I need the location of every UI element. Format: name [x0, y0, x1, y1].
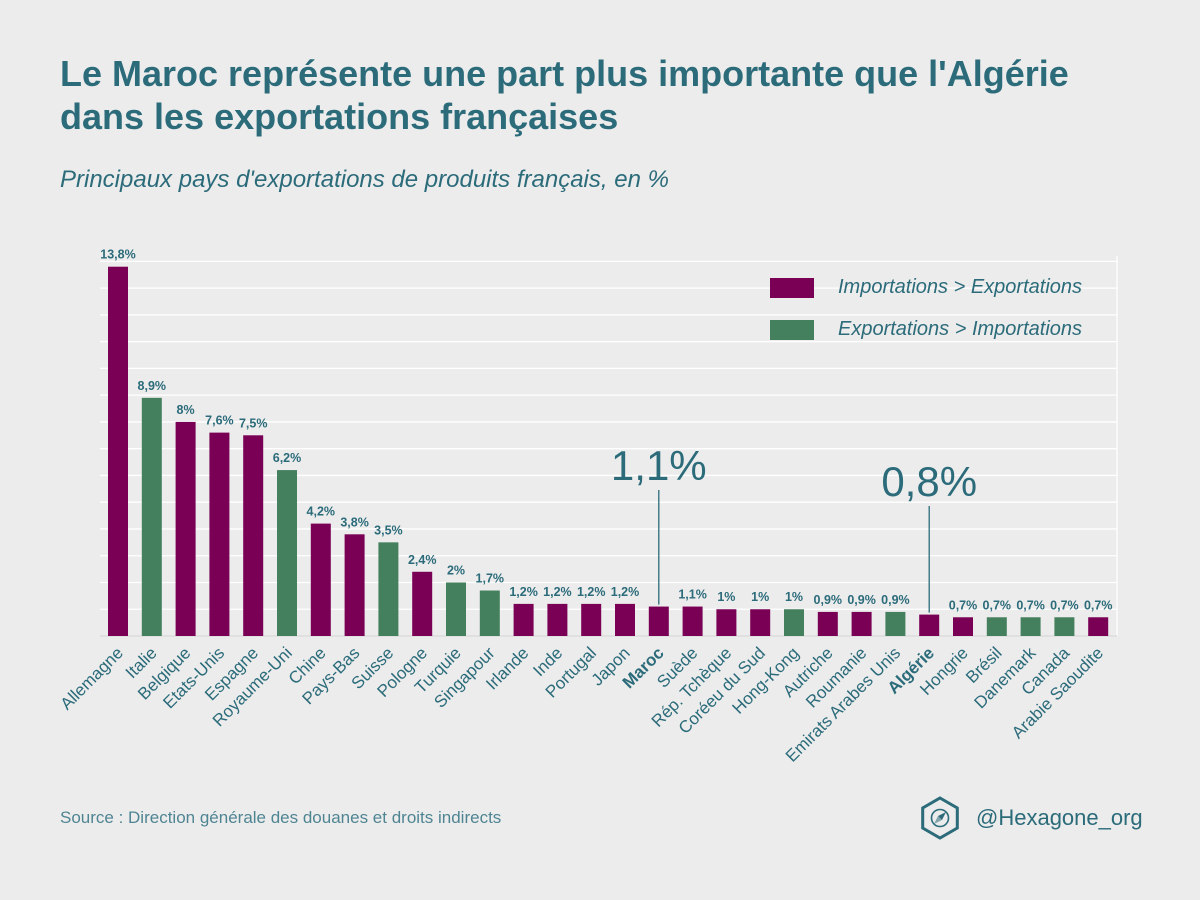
value-label-bresil: 0,7%: [983, 598, 1012, 612]
bar-autriche: [817, 611, 838, 636]
bar-arabie-saoudite: [1088, 617, 1109, 636]
bar-danemark: [1020, 617, 1041, 636]
value-label-japon: 1,2%: [611, 585, 640, 599]
chart-title: Le Maroc représente une part plus import…: [60, 53, 1069, 137]
value-label-allemagne: 13,8%: [100, 248, 135, 262]
bar-suede: [682, 606, 703, 636]
bar-irlande: [513, 603, 534, 636]
value-label-hongrie: 0,7%: [949, 598, 978, 612]
value-label-portugal: 1,2%: [577, 585, 606, 599]
bar-canada: [1054, 617, 1075, 636]
value-label-espagne: 7,5%: [239, 416, 268, 430]
bar-turquie: [446, 582, 466, 636]
x-tick-label-allemagne: Allemagne: [57, 643, 127, 713]
value-label-danemark: 0,7%: [1016, 598, 1045, 612]
bar-pologne: [412, 571, 433, 636]
legend-label-exportations: Exportations > Importations: [838, 318, 1083, 340]
bar-singapour: [479, 590, 500, 636]
bar-royaume-uni: [277, 470, 297, 636]
bar-roumanie: [851, 611, 872, 636]
value-label-emirats-arabes-unis: 0,9%: [881, 593, 910, 607]
value-label-coreeu-du-sud: 1%: [751, 590, 769, 604]
bar-portugal: [581, 603, 602, 636]
bar-bresil: [986, 617, 1007, 636]
legend-label-importations: Importations > Exportations: [838, 276, 1083, 298]
value-label-turquie: 2%: [447, 563, 465, 577]
bars: [108, 266, 1109, 636]
bar-pays-bas: [344, 534, 365, 636]
bar-japon: [615, 603, 635, 636]
brand-handle: @Hexagone_org: [976, 805, 1143, 830]
bar-algerie: [919, 614, 940, 636]
annotation-maroc: 1,1%: [611, 442, 707, 489]
bar-maroc: [648, 606, 669, 636]
value-label-pays-bas: 3,8%: [340, 515, 369, 529]
value-label-singapour: 1,7%: [476, 572, 505, 586]
value-label-belgique: 8%: [177, 403, 195, 417]
value-label-arabie-saoudite: 0,7%: [1084, 598, 1113, 612]
bar-hongrie: [953, 617, 973, 636]
value-label-canada: 0,7%: [1050, 598, 1079, 612]
bar-etats-unis: [209, 432, 230, 636]
legend-swatch-importations: [770, 277, 814, 298]
value-label-inde: 1,2%: [543, 585, 572, 599]
value-label-suede: 1,1%: [678, 588, 707, 602]
bar-hong-kong: [784, 609, 804, 636]
annotation-algerie: 0,8%: [881, 458, 977, 505]
legend-item-importations: Importations > Exportations: [770, 276, 1082, 299]
value-label-autriche: 0,9%: [814, 593, 843, 607]
value-labels: 13,8% 8,9% 8% 7,6% 7,5% 6,2% 4,2% 3,8% 3,5% 2,4% 2…: [100, 248, 1112, 613]
bar-belgique: [175, 421, 196, 636]
bar-allemagne: [108, 266, 128, 636]
legend-swatch-exportations: [770, 319, 814, 340]
bar-suisse: [378, 542, 399, 636]
bar-emirats-arabes-unis: [885, 611, 906, 636]
bar-coreeu-du-sud: [750, 609, 771, 636]
bar-inde: [547, 603, 568, 636]
bar-espagne: [243, 435, 264, 636]
value-label-suisse: 3,5%: [374, 523, 403, 537]
annotations: 1,1% 0,8%: [611, 442, 977, 613]
value-label-royaume-uni: 6,2%: [273, 451, 302, 465]
value-label-italie: 8,9%: [138, 379, 167, 393]
hexagon-compass-icon: [921, 796, 959, 840]
bar-italie: [141, 397, 162, 636]
bar-rep-tcheque: [716, 609, 737, 636]
value-label-roumanie: 0,9%: [847, 593, 876, 607]
x-axis-labels: AllemagneItalieBelgiqueEtats-UnisEspagne…: [57, 643, 1107, 766]
source-note: Source : Direction générale des douanes …: [60, 808, 502, 827]
value-label-irlande: 1,2%: [509, 585, 538, 599]
brand: @Hexagone_org: [918, 796, 1143, 840]
value-label-etats-unis: 7,6%: [205, 414, 234, 428]
value-label-pologne: 2,4%: [408, 553, 437, 567]
legend-item-exportations: Exportations > Importations: [770, 318, 1082, 341]
grid-lines: [100, 256, 1118, 637]
value-label-rep-tcheque: 1%: [717, 590, 735, 604]
value-label-chine: 4,2%: [307, 505, 336, 519]
value-label-hong-kong: 1%: [785, 590, 803, 604]
bar-chine: [310, 523, 331, 636]
chart-subtitle: Principaux pays d'exportations de produi…: [60, 166, 669, 193]
